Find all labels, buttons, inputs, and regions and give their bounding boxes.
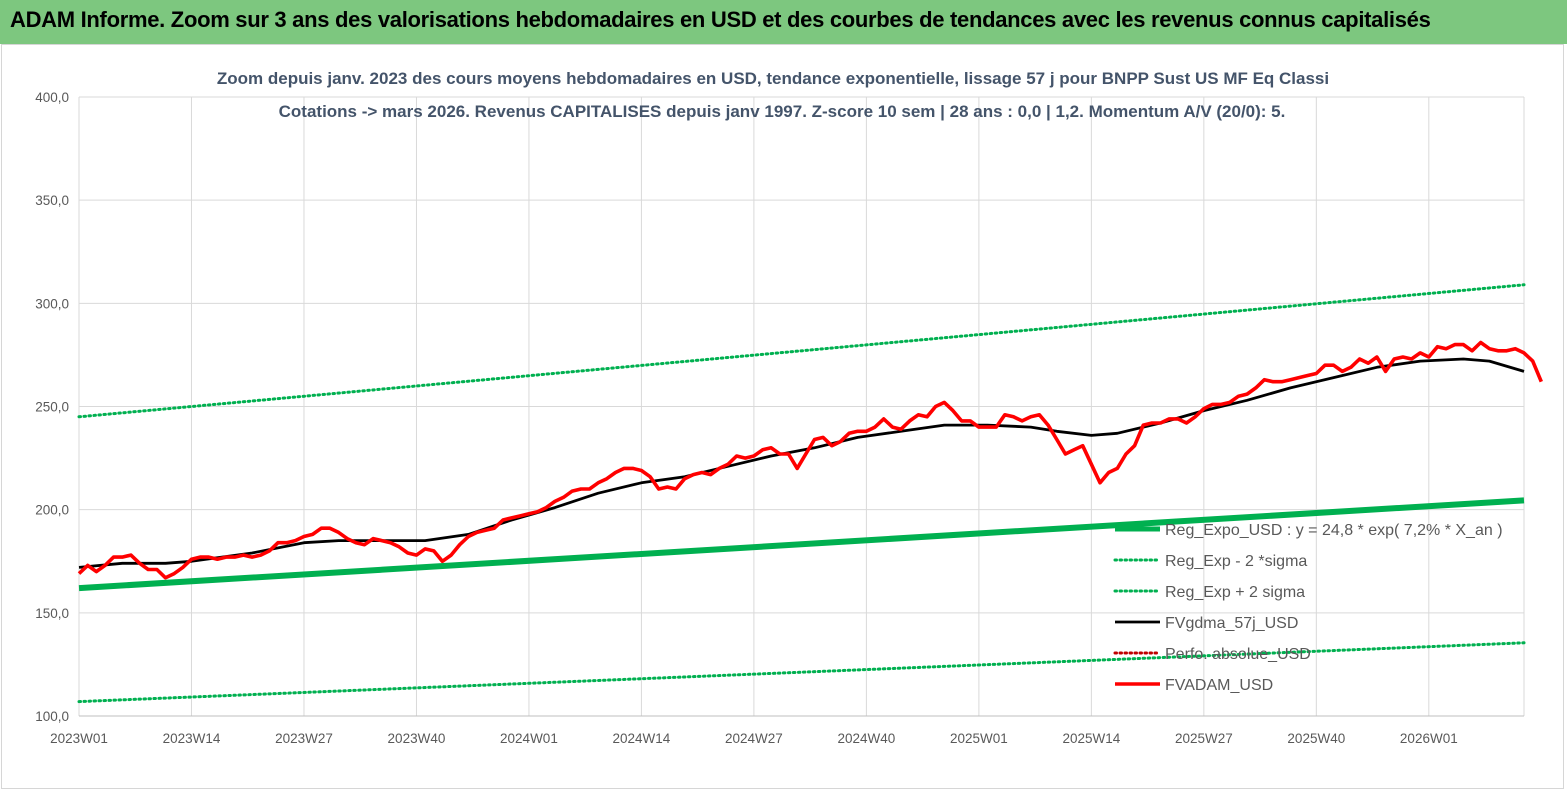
x-tick-label: 2023W27 bbox=[275, 731, 333, 746]
y-axis-ticks: 100,0 150,0 200,0 250,0 300,0 350,0 400,0 bbox=[35, 90, 69, 724]
y-tick-label: 200,0 bbox=[35, 503, 69, 518]
x-tick-label: 2025W27 bbox=[1175, 731, 1233, 746]
legend-label: FVgdma_57j_USD bbox=[1165, 615, 1298, 632]
x-tick-label: 2024W27 bbox=[725, 731, 783, 746]
header-bar: ADAM Informe. Zoom sur 3 ans des valoris… bbox=[0, 0, 1567, 44]
series-line-1 bbox=[77, 641, 1526, 704]
line-chart: 2023W01 2023W14 2023W27 2023W40 2024W01 2024W… bbox=[35, 69, 1543, 746]
series-line-0 bbox=[78, 497, 1525, 592]
x-axis-ticks: 2023W01 2023W14 2023W27 2023W40 2024W01 2024W… bbox=[50, 731, 1458, 746]
y-tick-label: 400,0 bbox=[35, 90, 69, 105]
x-tick-label: 2023W14 bbox=[163, 731, 221, 746]
y-tick-label: 150,0 bbox=[35, 606, 69, 621]
gridlines bbox=[78, 96, 1525, 717]
x-tick-label: 2026W01 bbox=[1400, 731, 1458, 746]
y-tick-label: 300,0 bbox=[35, 296, 69, 311]
x-tick-label: 2024W14 bbox=[613, 731, 671, 746]
x-tick-label: 2024W01 bbox=[500, 731, 558, 746]
x-tick-label: 2023W01 bbox=[50, 731, 108, 746]
x-tick-label: 2023W40 bbox=[388, 731, 446, 746]
x-tick-label: 2024W40 bbox=[837, 731, 895, 746]
chart-title-line2: Cotations -> mars 2026. Revenus CAPITALI… bbox=[279, 102, 1286, 121]
series-line-2 bbox=[77, 283, 1526, 419]
legend-label: Reg_Exp - 2 *sigma bbox=[1165, 553, 1307, 570]
series-layer bbox=[77, 283, 1543, 704]
x-tick-label: 2025W01 bbox=[950, 731, 1008, 746]
report-title: ADAM Informe. Zoom sur 3 ans des valoris… bbox=[10, 7, 1431, 32]
x-tick-label: 2025W40 bbox=[1287, 731, 1345, 746]
series-line-5 bbox=[77, 340, 1543, 580]
y-tick-label: 100,0 bbox=[35, 709, 69, 724]
chart-frame: 2023W01 2023W14 2023W27 2023W40 2024W01 2024W… bbox=[1, 44, 1564, 789]
chart-title-line1: Zoom depuis janv. 2023 des cours moyens … bbox=[217, 69, 1329, 88]
x-tick-label: 2025W14 bbox=[1062, 731, 1120, 746]
legend-label: FVADAM_USD bbox=[1165, 677, 1273, 694]
legend-label: Reg_Expo_USD : y = 24,8 * exp( 7,2% * X_… bbox=[1165, 522, 1503, 539]
legend-label: Perfo. absolue_USD bbox=[1165, 646, 1311, 663]
legend: Reg_Expo_USD : y = 24,8 * exp( 7,2% * X_… bbox=[1113, 522, 1503, 694]
legend-label: Reg_Exp + 2 sigma bbox=[1165, 584, 1305, 601]
y-tick-label: 350,0 bbox=[35, 193, 69, 208]
y-tick-label: 250,0 bbox=[35, 400, 69, 415]
